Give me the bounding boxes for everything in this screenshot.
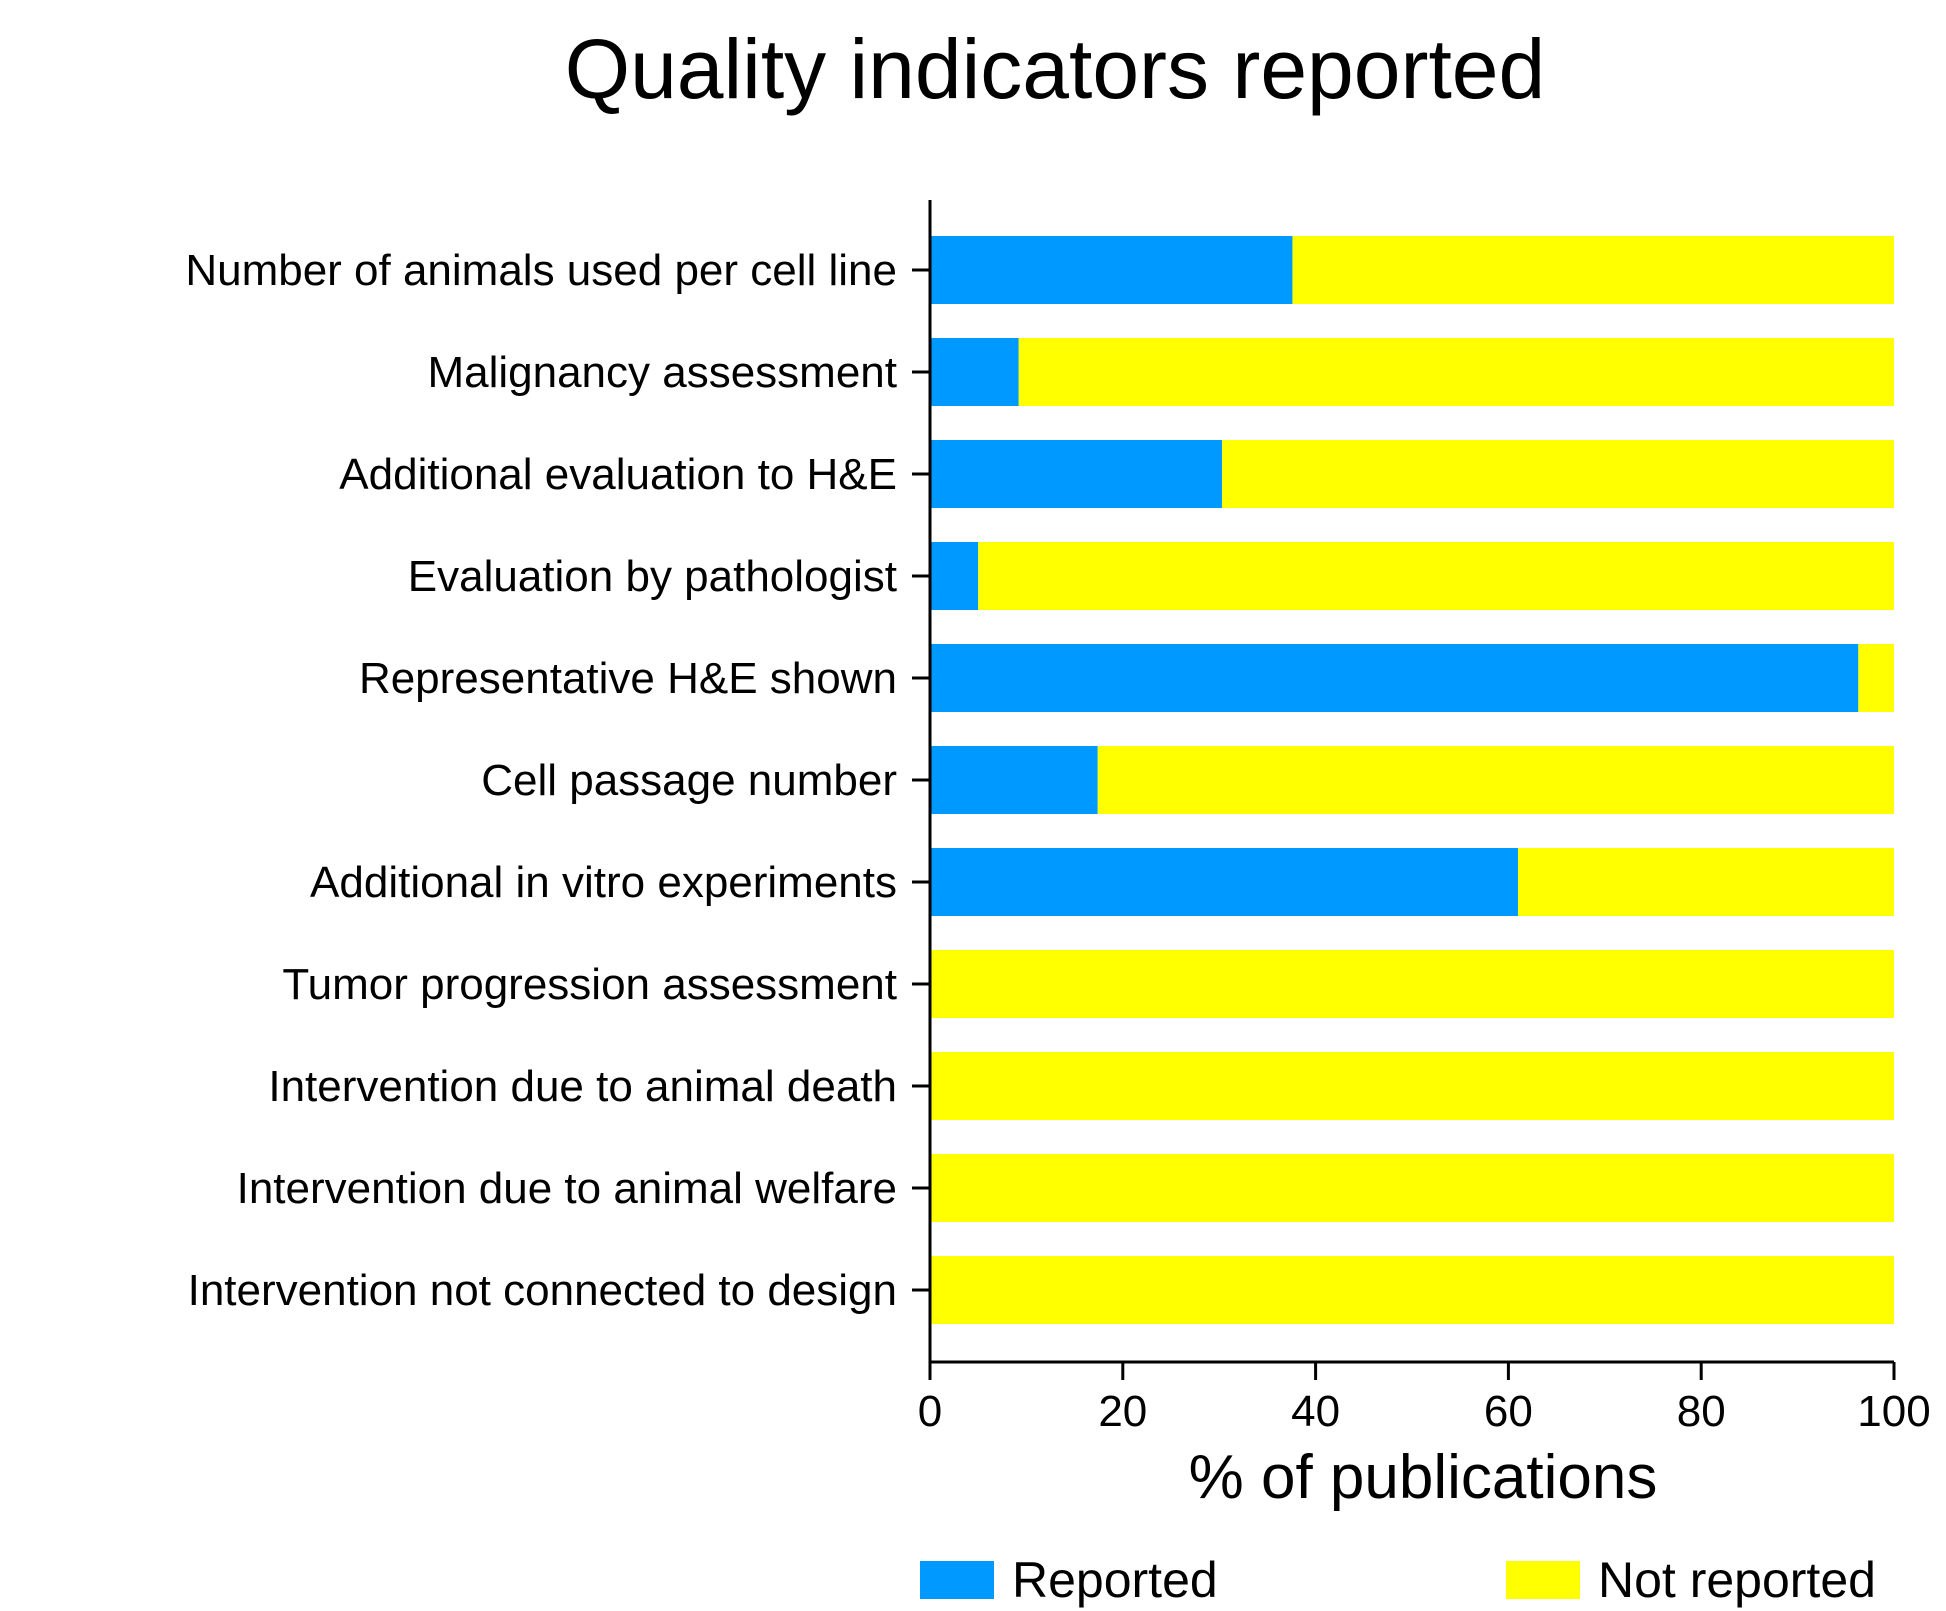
category-label: Additional evaluation to H&E [339,450,897,499]
category-label: Intervention due to animal welfare [237,1164,897,1213]
category-label: Additional in vitro experiments [310,858,897,907]
x-tick-label: 80 [1677,1387,1726,1436]
category-label: Intervention not connected to design [188,1266,897,1315]
bar-not-reported-2 [1222,440,1894,508]
x-tick-label: 20 [1098,1387,1147,1436]
category-label: Number of animals used per cell line [185,246,897,295]
bar-not-reported-4 [1858,644,1894,712]
y-ticks [912,268,930,1292]
bar-not-reported-7 [930,950,1894,1018]
category-label: Representative H&E shown [359,654,897,703]
bars-group [930,236,1894,1324]
x-tick-label: 60 [1484,1387,1533,1436]
legend-swatch-reported [920,1561,994,1599]
x-tick-label: 40 [1291,1387,1340,1436]
category-label: Evaluation by pathologist [408,552,897,601]
legend: Reported Not reported [920,1552,1876,1608]
x-ticks: 0 20 40 60 80 100 [918,1362,1931,1436]
x-axis-title: % of publications [1189,1443,1658,1512]
bar-not-reported-10 [930,1256,1894,1324]
bar-not-reported-3 [978,542,1894,610]
bar-reported-1 [930,338,1019,406]
bar-not-reported-0 [1292,236,1894,304]
bar-not-reported-5 [1097,746,1894,814]
bar-reported-6 [930,848,1519,916]
bar-not-reported-1 [1018,338,1894,406]
category-label: Tumor progression assessment [282,960,897,1009]
bar-reported-4 [930,644,1859,712]
x-tick-label: 0 [918,1387,942,1436]
category-labels: Number of animals used per cell line Mali… [185,246,897,1315]
chart-title: Quality indicators reported [565,22,1545,116]
category-label: Cell passage number [481,756,897,805]
legend-label-reported: Reported [1012,1552,1218,1608]
category-label: Intervention due to animal death [268,1062,897,1111]
category-label: Malignancy assessment [427,348,897,397]
legend-label-not-reported: Not reported [1598,1552,1876,1608]
bar-reported-3 [930,542,979,610]
bar-not-reported-8 [930,1052,1894,1120]
legend-swatch-not-reported [1506,1561,1580,1599]
x-tick-label: 100 [1857,1387,1930,1436]
bar-not-reported-6 [1518,848,1894,916]
bar-not-reported-9 [930,1154,1894,1222]
bar-reported-5 [930,746,1098,814]
bar-reported-0 [930,236,1293,304]
bar-reported-2 [930,440,1223,508]
